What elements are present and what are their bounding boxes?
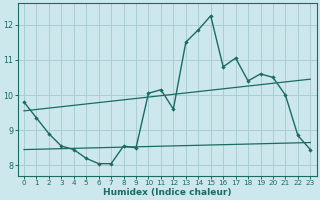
X-axis label: Humidex (Indice chaleur): Humidex (Indice chaleur) [103, 188, 231, 197]
